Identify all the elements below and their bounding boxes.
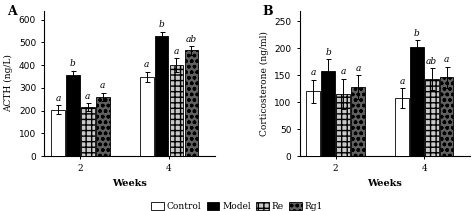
Bar (321, 71, 335, 156)
Text: b: b (414, 29, 420, 38)
Text: a: a (144, 60, 149, 69)
Text: B: B (262, 5, 273, 18)
Y-axis label: ACTH (ng/L): ACTH (ng/L) (4, 54, 13, 112)
Bar (170, 65, 183, 156)
Text: b: b (70, 59, 76, 68)
Text: b: b (159, 20, 164, 29)
Bar (51, 110, 65, 156)
Bar (440, 77, 454, 156)
Text: A: A (7, 5, 17, 18)
Bar (140, 77, 154, 156)
Legend: Control, Model, Re, Rg1: Control, Model, Re, Rg1 (148, 199, 326, 211)
Bar (410, 47, 424, 156)
Text: a: a (355, 64, 361, 73)
Bar (307, 92, 320, 156)
Text: a: a (399, 77, 405, 86)
Text: ab: ab (186, 35, 197, 44)
Y-axis label: Corticosterone (ng/ml): Corticosterone (ng/ml) (259, 31, 269, 136)
Text: a: a (100, 81, 105, 90)
Bar (184, 50, 198, 156)
Text: a: a (55, 94, 61, 103)
Bar (425, 79, 438, 156)
Text: ab: ab (426, 57, 438, 66)
Text: a: a (85, 92, 91, 101)
Text: a: a (310, 68, 316, 77)
Text: b: b (325, 47, 331, 57)
Bar (336, 94, 350, 156)
Bar (155, 36, 168, 156)
X-axis label: Weeks: Weeks (112, 179, 147, 188)
Bar (351, 87, 365, 156)
Bar (96, 97, 109, 156)
Bar (81, 107, 95, 156)
Text: a: a (340, 68, 346, 76)
Text: a: a (444, 55, 449, 64)
X-axis label: Weeks: Weeks (367, 179, 402, 188)
Bar (66, 76, 80, 156)
Text: a: a (174, 47, 179, 56)
Bar (395, 98, 409, 156)
